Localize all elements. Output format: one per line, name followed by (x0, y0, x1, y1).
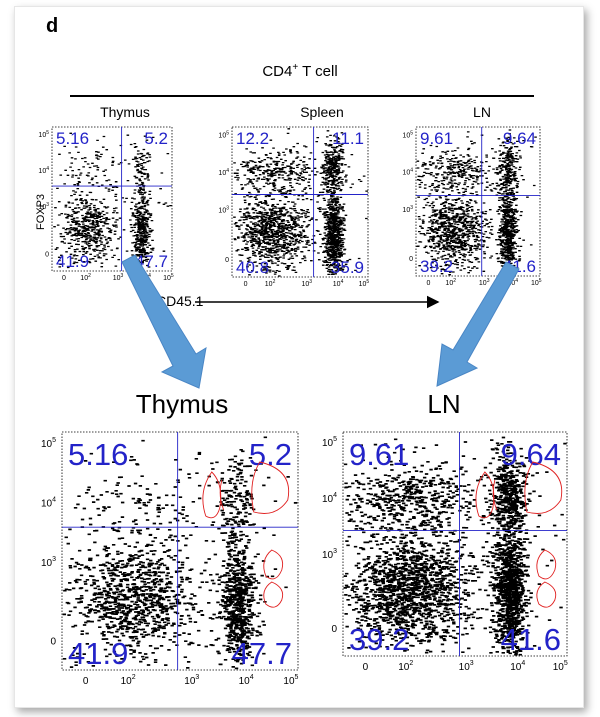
x-tick-label: 103 (479, 278, 490, 287)
y-tick-label: 104 (402, 168, 413, 177)
gate-outline (536, 581, 557, 608)
gate-outline (202, 471, 222, 519)
x-tick-label: 104 (239, 674, 254, 687)
small-panel-spleen: 12.2 11.1 40.8 35.9 0 102 103 104 105 105 104 103 0 (218, 126, 370, 288)
gate-outline (263, 581, 284, 608)
y-tick-label: 103 (38, 202, 49, 211)
y-axis-label: FOXP3 (35, 194, 47, 230)
y-tick-label: 103 (41, 556, 56, 569)
arrow-ln-zoom (436, 261, 520, 387)
quadrant-value-upper-right: 9.64 (503, 129, 536, 148)
small-panel-title-ln: LN (473, 104, 491, 120)
y-tick-label: 104 (322, 492, 337, 505)
scatter-events (343, 436, 567, 656)
y-tick-label: 105 (38, 130, 49, 139)
quadrant-value-lower-right: 47.7 (135, 252, 168, 271)
gate-outline (263, 549, 284, 580)
x-tick-label: 102 (80, 273, 91, 282)
y-tick-label: 103 (322, 548, 337, 561)
y-tick-label: 104 (38, 166, 49, 175)
big-panel-ln: 9.61 9.64 39.2 41.6 0 102 103 104 105 105 104 103 0 (322, 431, 568, 673)
scatter-events (416, 129, 537, 276)
plot-border (342, 431, 568, 657)
x-tick-label: 102 (121, 674, 136, 687)
x-tick-label: 0 (363, 662, 369, 673)
quadrant-value-lower-left: 41.9 (56, 252, 89, 271)
x-tick-label: 0 (244, 281, 248, 288)
x-tick-label: 103 (184, 674, 199, 687)
y-tick-label: 103 (218, 206, 229, 215)
quadrant-value-upper-left: 9.61 (420, 129, 453, 148)
x-tick-label: 105 (283, 674, 298, 687)
big-panel-thymus: 5.16 5.2 41.9 47.7 0 102 103 104 105 105 104 103 0 (41, 431, 299, 687)
quadrant-value-upper-right: 9.64 (501, 437, 561, 472)
plot-border (51, 126, 173, 272)
small-panel-title-thymus: Thymus (100, 104, 150, 120)
x-tick-label: 105 (553, 660, 568, 673)
y-tick-label: 105 (402, 130, 413, 139)
x-tick-label: 104 (510, 660, 525, 673)
x-tick-label: 103 (302, 279, 313, 288)
gate-outline (536, 549, 557, 580)
quadrant-value-lower-right: 41.6 (501, 622, 561, 657)
gate-outline (492, 479, 498, 511)
quadrant-value-upper-right: 5.2 (144, 129, 168, 148)
x-tick-label: 104 (333, 279, 344, 288)
quadrant-value-lower-right: 35.9 (331, 258, 364, 277)
y-tick-label: 105 (322, 436, 337, 449)
x-tick-label: 0 (426, 280, 430, 287)
x-tick-label: 103 (113, 273, 124, 282)
x-tick-label: 102 (265, 279, 276, 288)
gate-outline (251, 461, 290, 514)
x-tick-label: 103 (459, 660, 474, 673)
y-tick-label: 104 (41, 496, 56, 509)
quadrant-value-lower-left: 40.8 (236, 258, 269, 277)
quadrant-value-upper-left: 9.61 (349, 437, 409, 472)
big-panel-title-thymus: Thymus (136, 389, 228, 419)
quadrant-value-upper-right: 11.1 (332, 129, 364, 148)
y-tick-label: 0 (45, 252, 49, 259)
arrow-thymus-zoom (121, 254, 207, 389)
y-tick-label: 105 (218, 131, 229, 140)
x-tick-label: 105 (531, 278, 542, 287)
plot-border (61, 431, 299, 671)
y-tick-label: 103 (402, 205, 413, 214)
x-tick-label: 102 (445, 278, 456, 287)
gate-outline (475, 471, 495, 519)
cd4-t-cell-header: CD4+ T cell (262, 62, 337, 80)
y-tick-label: 0 (409, 256, 413, 263)
x-axis-label: CD45.1 (156, 293, 204, 309)
scatter-events (233, 128, 368, 277)
scatter-events (53, 132, 172, 269)
quadrant-value-upper-left: 5.16 (56, 129, 89, 148)
quadrant-value-upper-right: 5.2 (249, 437, 292, 472)
x-tick-label: 102 (398, 660, 413, 673)
y-tick-label: 0 (225, 257, 229, 264)
y-tick-label: 0 (331, 624, 337, 635)
small-panel-title-spleen: Spleen (300, 104, 344, 120)
quadrant-value-upper-left: 12.2 (236, 129, 269, 148)
panel-letter: d (46, 15, 58, 37)
quadrant-value-upper-left: 5.16 (68, 437, 128, 472)
big-panel-title-ln: LN (427, 389, 460, 419)
plot-border (231, 126, 369, 278)
y-tick-label: 105 (41, 437, 56, 450)
x-tick-label: 0 (62, 275, 66, 282)
quadrant-value-lower-right: 47.7 (232, 636, 292, 671)
x-tick-label: 0 (83, 676, 89, 687)
quadrant-value-lower-left: 39.2 (420, 257, 453, 276)
y-tick-label: 0 (50, 636, 56, 647)
gate-outline (219, 479, 225, 511)
x-tick-label: 105 (359, 279, 370, 288)
x-tick-label: 105 (163, 273, 174, 282)
quadrant-value-lower-left: 39.2 (349, 622, 409, 657)
gate-outline (524, 461, 563, 514)
scatter-events (62, 436, 298, 670)
quadrant-value-lower-left: 41.9 (68, 636, 128, 671)
plot-border (415, 126, 541, 277)
y-tick-label: 104 (218, 168, 229, 177)
